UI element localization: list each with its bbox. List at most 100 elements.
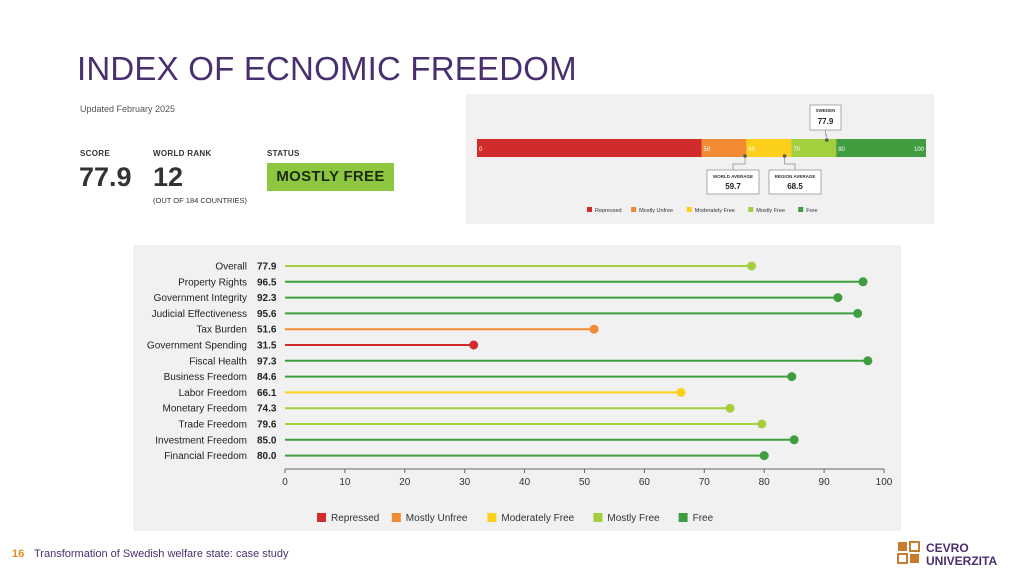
category-label-trade-freedom: Trade Freedom (178, 420, 247, 431)
scale-marker-value: 68.5 (787, 182, 803, 191)
slide-title: INDEX OF ECNOMIC FREEDOM (77, 50, 577, 87)
lollipop-dot-government-spending (469, 340, 479, 350)
scale-segment-free (836, 139, 926, 157)
legend-swatch-mostly-unfree (391, 513, 401, 522)
scale-marker-value: 59.7 (725, 182, 741, 191)
scale-marker-dot-sweden (824, 138, 829, 142)
scale-tick-label: 80 (838, 147, 845, 153)
scale-segment-repressed (477, 139, 702, 157)
value-label-tax-burden: 51.6 (257, 325, 277, 336)
scale-legend-swatch-repressed (587, 207, 592, 212)
scale-marker-label: REGION AVERAGE (775, 174, 816, 179)
legend-label: Moderately Free (501, 513, 574, 524)
value-label-business-freedom: 84.6 (257, 372, 277, 383)
lollipop-dot-labor-freedom (676, 387, 686, 397)
scale-marker-value: 77.9 (818, 117, 834, 126)
scale-segment-moderately-free (746, 139, 792, 157)
value-label-labor-freedom: 66.1 (257, 388, 277, 399)
lollipop-dot-financial-freedom (759, 451, 769, 461)
value-label-government-spending: 31.5 (257, 341, 277, 352)
legend-swatch-free (678, 513, 688, 522)
lollipop-dot-tax-burden (589, 324, 599, 334)
scale-marker-label: SWEDEN (816, 108, 836, 113)
x-tick-label: 50 (579, 477, 591, 488)
scale-legend-swatch-moderately-free (686, 207, 692, 212)
scale-tick-label: 60 (748, 147, 755, 153)
category-label-labor-freedom: Labor Freedom (179, 388, 247, 399)
scale-legend-label: Free (806, 208, 817, 214)
value-label-government-integrity: 92.3 (257, 293, 277, 304)
category-label-business-freedom: Business Freedom (164, 372, 247, 383)
x-tick-label: 10 (339, 477, 351, 488)
university-logo: CEVRO UNIVERZITA (896, 538, 1016, 570)
lollipop-dot-trade-freedom (757, 419, 767, 429)
scale-marker-leader (784, 157, 796, 170)
scale-tick-label: 100 (914, 147, 925, 153)
scale-tick-label: 70 (793, 147, 800, 153)
x-tick-label: 80 (759, 477, 771, 488)
value-label-monetary-freedom: 74.3 (257, 404, 277, 415)
score-label: SCORE (80, 149, 110, 158)
x-tick-label: 20 (399, 477, 411, 488)
category-label-fiscal-health: Fiscal Health (189, 356, 247, 367)
score-value: 77.9 (79, 162, 132, 192)
value-label-overall: 77.9 (257, 262, 277, 273)
x-tick-label: 30 (459, 477, 471, 488)
category-label-government-integrity: Government Integrity (154, 293, 247, 304)
scale-segment-mostly-unfree (701, 139, 747, 157)
scale-marker-dot-world-average (743, 154, 747, 158)
x-tick-label: 90 (819, 477, 831, 488)
lollipop-dot-government-integrity (833, 293, 843, 303)
category-label-property-rights: Property Rights (178, 277, 247, 288)
legend-swatch-repressed (317, 513, 326, 522)
category-label-overall: Overall (215, 262, 247, 273)
scale-legend-label: Mostly Unfree (639, 208, 673, 214)
lollipop-dot-monetary-freedom (725, 403, 735, 413)
lollipop-dot-overall (747, 261, 757, 271)
value-label-trade-freedom: 79.6 (257, 420, 277, 431)
legend-label: Mostly Unfree (406, 513, 468, 524)
lollipop-chart-panel: Overall 77.9 Property Rights 96.5 Government… (133, 245, 901, 531)
lollipop-dot-investment-freedom (789, 435, 799, 445)
updated-date: Updated February 2025 (80, 104, 176, 114)
rank-value: 12 (153, 162, 184, 192)
footer-text: Transformation of Swedish welfare state:… (34, 548, 289, 560)
value-label-investment-freedom: 85.0 (257, 435, 277, 446)
scale-legend-label: Moderately Free (695, 208, 735, 214)
rank-note: (OUT OF 184 COUNTRIES) (153, 196, 248, 205)
category-label-tax-burden: Tax Burden (196, 325, 247, 336)
scale-marker-leader (825, 130, 828, 139)
scale-marker-dot-region-average (782, 154, 787, 158)
lollipop-dot-fiscal-health (863, 356, 873, 366)
x-tick-label: 0 (282, 477, 288, 488)
legend-label: Repressed (331, 513, 379, 524)
page-number: 16 (12, 548, 25, 560)
x-tick-label: 40 (519, 477, 531, 488)
category-label-financial-freedom: Financial Freedom (164, 451, 247, 462)
logo-mark-icon: CEVRO UNIVERZITA (897, 541, 997, 568)
scale-chart-panel: 0 50 60 70 80 100 SWEDEN 77.9 WORLD AVERAGE 59.7 R… (466, 94, 934, 224)
scale-chart: 0 50 60 70 80 100 SWEDEN 77.9 WORLD AVERAGE 59.7 R… (477, 104, 926, 214)
logo-line2: UNIVERZITA (926, 554, 997, 568)
value-label-judicial-effectiveness: 95.6 (257, 309, 277, 320)
status-badge: MOSTLY FREE (267, 163, 394, 191)
category-label-judicial-effectiveness: Judicial Effectiveness (152, 309, 247, 320)
legend-label: Mostly Free (607, 513, 660, 524)
scale-tick-label: 0 (479, 147, 483, 153)
x-tick-label: 70 (699, 477, 711, 488)
value-label-property-rights: 96.5 (257, 277, 277, 288)
category-label-government-spending: Government Spending (147, 341, 247, 352)
lollipop-chart: Overall 77.9 Property Rights 96.5 Government… (147, 261, 893, 524)
scale-marker-label: WORLD AVERAGE (713, 174, 753, 179)
scale-marker-box-world-average (706, 169, 760, 195)
scale-marker-leader (732, 157, 746, 170)
value-label-fiscal-health: 97.3 (257, 356, 277, 367)
scale-legend-swatch-mostly-unfree (631, 207, 637, 212)
lollipop-dot-judicial-effectiveness (853, 308, 863, 318)
legend-swatch-mostly-free (593, 513, 603, 522)
logo-line1: CEVRO (926, 541, 969, 555)
lollipop-dot-property-rights (858, 277, 868, 287)
scale-legend-swatch-mostly-free (748, 207, 754, 212)
legend-swatch-moderately-free (487, 513, 497, 522)
category-label-monetary-freedom: Monetary Freedom (163, 404, 247, 415)
